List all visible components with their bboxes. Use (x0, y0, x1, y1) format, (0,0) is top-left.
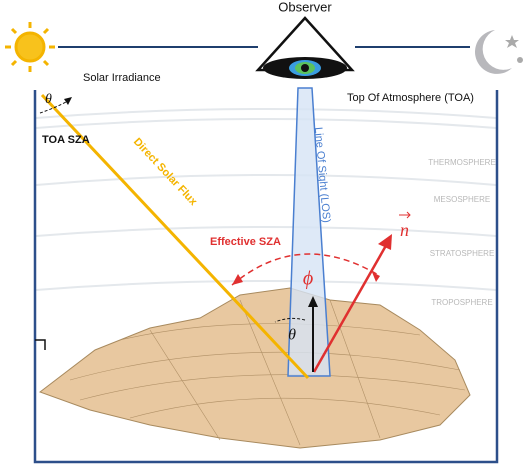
toa-theta: θ (45, 92, 52, 107)
toa-sza-arc (39, 99, 71, 114)
los-beam (287, 87, 331, 377)
arrowhead (232, 274, 243, 285)
layer-label: TROPOSPHERE (431, 298, 492, 307)
theta-arc (274, 317, 306, 323)
effective-sza-arc (231, 253, 381, 286)
layer-label: STRATOSPHERE (430, 249, 495, 258)
atmosphere-arcs (35, 108, 497, 291)
star (505, 35, 519, 48)
moon (474, 30, 512, 74)
solar-flux-line (40, 93, 310, 380)
normal-arrow (312, 241, 390, 373)
sun-disc (14, 31, 46, 63)
terrain-mesh (69, 299, 466, 446)
arrowhead (308, 296, 318, 307)
arc (35, 226, 497, 237)
mesh-line (239, 299, 301, 446)
normal-label: n (400, 220, 409, 240)
frame (33, 90, 499, 464)
arrowhead (64, 97, 72, 105)
mesh-line (329, 299, 381, 439)
corner-mark (35, 339, 46, 350)
arc (35, 118, 497, 129)
arc (35, 280, 497, 291)
layer-label: MESOSPHERE (434, 195, 490, 204)
star (517, 57, 523, 63)
pupil (301, 64, 309, 72)
observer-label: Observer (278, 0, 332, 14)
arc (35, 108, 497, 119)
arc (35, 174, 497, 186)
toa-sza-label: TOA SZA (42, 134, 90, 146)
mesh-line (79, 374, 466, 401)
sun (5, 22, 55, 72)
phi-label: ϕ (303, 268, 313, 290)
mesh-line (69, 351, 461, 381)
sun-rays (5, 22, 55, 72)
vector-arrow (399, 211, 411, 219)
arrowhead (378, 234, 392, 250)
theta-label: θ (288, 327, 296, 344)
solar-irradiance-label: Solar Irradiance (83, 72, 161, 84)
solar-flux-label: Direct Solar Flux (131, 136, 200, 209)
mesh-line (129, 397, 441, 419)
layer-label: THERMOSPHERE (428, 158, 496, 167)
arrowhead (372, 272, 380, 282)
terrain (38, 287, 471, 449)
mesh-line (119, 323, 421, 341)
mesh-line (149, 329, 221, 441)
toa-label: Top Of Atmosphere (TOA) (347, 92, 474, 104)
effective-sza-label: Effective SZA (210, 236, 281, 248)
